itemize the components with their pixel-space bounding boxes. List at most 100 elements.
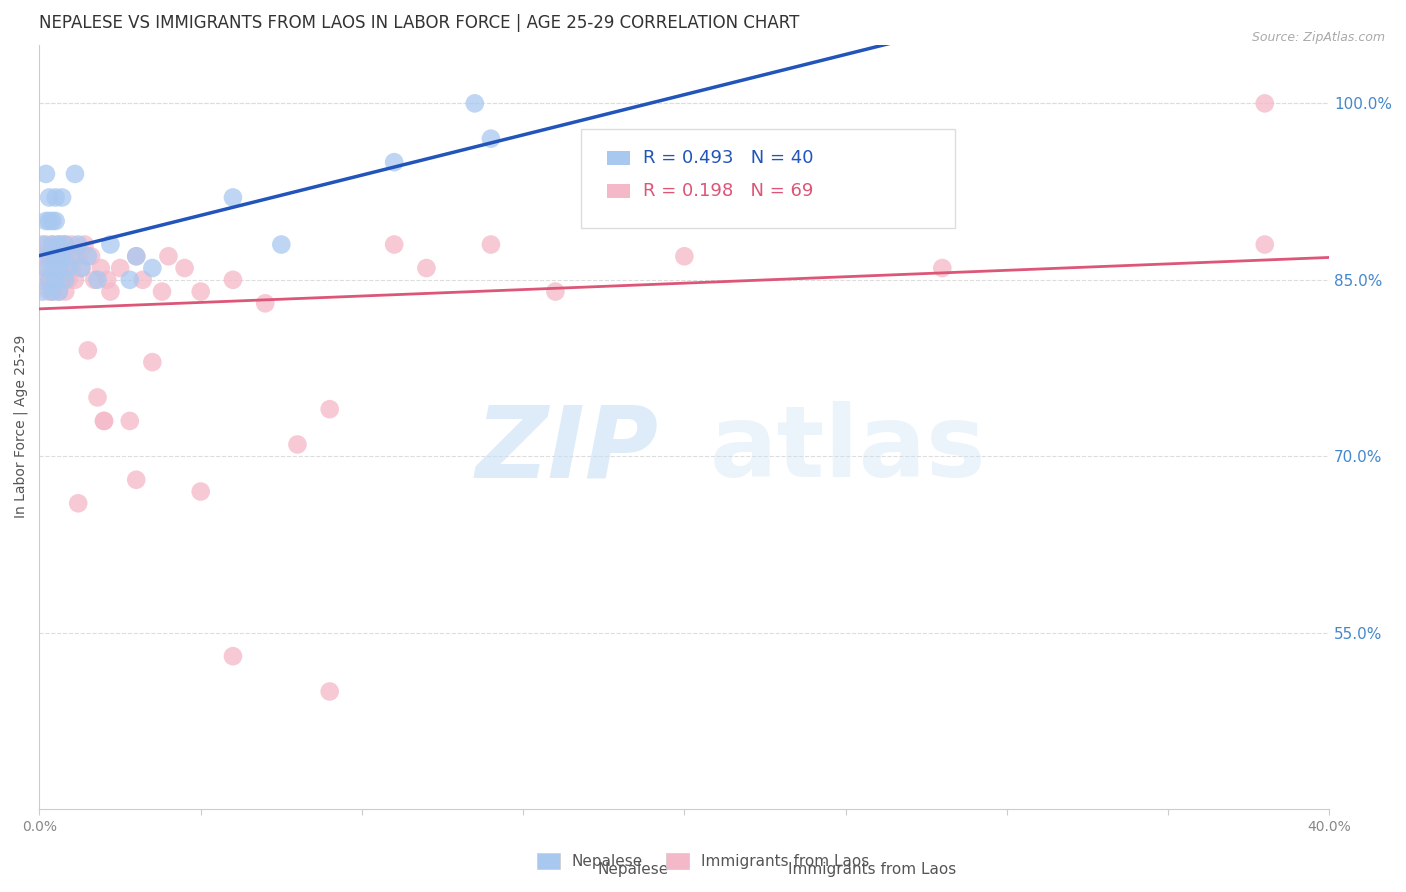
- Point: [90, 260, 112, 275]
- Point: [222, 190, 245, 204]
- Point: [1254, 237, 1277, 252]
- Point: [41, 273, 63, 287]
- Point: [931, 260, 953, 275]
- FancyBboxPatch shape: [607, 185, 630, 198]
- Point: [382, 237, 405, 252]
- Point: [45, 260, 67, 275]
- Point: [254, 296, 277, 310]
- Point: [157, 249, 180, 263]
- Point: [63, 249, 86, 263]
- Point: [41, 285, 63, 299]
- Point: [270, 237, 292, 252]
- Point: [190, 285, 212, 299]
- Point: [100, 285, 122, 299]
- Point: [96, 273, 118, 287]
- Point: [318, 684, 340, 698]
- Point: [38, 273, 60, 287]
- Point: [108, 260, 131, 275]
- Point: [63, 167, 86, 181]
- Point: [45, 249, 67, 263]
- Point: [287, 437, 309, 451]
- Point: [1254, 96, 1277, 111]
- Point: [48, 260, 70, 275]
- Point: [86, 273, 108, 287]
- Point: [415, 260, 437, 275]
- Point: [222, 273, 245, 287]
- Point: [67, 249, 90, 263]
- Point: [73, 237, 96, 252]
- Point: [125, 473, 148, 487]
- Point: [125, 249, 148, 263]
- Point: [53, 237, 76, 252]
- Point: [318, 402, 340, 417]
- Point: [141, 260, 163, 275]
- Point: [60, 237, 83, 252]
- Point: [131, 273, 153, 287]
- Point: [100, 237, 122, 252]
- Point: [673, 249, 696, 263]
- Point: [51, 249, 73, 263]
- Point: [48, 285, 70, 299]
- Point: [48, 249, 70, 263]
- Point: [222, 649, 245, 664]
- Point: [45, 190, 67, 204]
- Text: NEPALESE VS IMMIGRANTS FROM LAOS IN LABOR FORCE | AGE 25-29 CORRELATION CHART: NEPALESE VS IMMIGRANTS FROM LAOS IN LABO…: [39, 14, 800, 32]
- Point: [38, 190, 60, 204]
- Point: [479, 131, 502, 145]
- Point: [48, 237, 70, 252]
- Point: [45, 214, 67, 228]
- Point: [53, 237, 76, 252]
- Point: [41, 285, 63, 299]
- Point: [41, 260, 63, 275]
- Point: [48, 237, 70, 252]
- Y-axis label: In Labor Force | Age 25-29: In Labor Force | Age 25-29: [14, 335, 28, 518]
- Point: [53, 260, 76, 275]
- Point: [141, 355, 163, 369]
- Text: Source: ZipAtlas.com: Source: ZipAtlas.com: [1251, 31, 1385, 45]
- Text: atlas: atlas: [710, 401, 987, 499]
- Point: [48, 285, 70, 299]
- Point: [58, 273, 80, 287]
- Point: [118, 414, 141, 428]
- Point: [48, 260, 70, 275]
- Point: [479, 237, 502, 252]
- FancyBboxPatch shape: [581, 128, 955, 228]
- Point: [51, 273, 73, 287]
- Point: [76, 249, 98, 263]
- Point: [60, 249, 83, 263]
- Point: [35, 260, 58, 275]
- Point: [86, 391, 108, 405]
- Point: [53, 285, 76, 299]
- Text: ZIP: ZIP: [475, 401, 658, 499]
- Point: [38, 249, 60, 263]
- Text: Nepalese: Nepalese: [598, 863, 668, 877]
- Point: [83, 273, 105, 287]
- Point: [53, 273, 76, 287]
- Point: [38, 249, 60, 263]
- Point: [173, 260, 195, 275]
- FancyBboxPatch shape: [607, 151, 630, 165]
- Point: [464, 96, 486, 111]
- Point: [190, 484, 212, 499]
- Point: [125, 249, 148, 263]
- Text: R = 0.493   N = 40: R = 0.493 N = 40: [643, 149, 814, 167]
- Point: [93, 414, 115, 428]
- Point: [58, 249, 80, 263]
- Point: [35, 214, 58, 228]
- Text: Immigrants from Laos: Immigrants from Laos: [787, 863, 956, 877]
- Legend: Nepalese, Immigrants from Laos: Nepalese, Immigrants from Laos: [530, 847, 876, 875]
- Point: [45, 273, 67, 287]
- Point: [35, 237, 58, 252]
- Point: [38, 214, 60, 228]
- Point: [70, 260, 93, 275]
- Point: [58, 260, 80, 275]
- Point: [63, 273, 86, 287]
- Point: [67, 237, 90, 252]
- Point: [80, 249, 103, 263]
- Point: [31, 237, 53, 252]
- Point: [67, 496, 90, 510]
- Point: [60, 260, 83, 275]
- Point: [93, 414, 115, 428]
- Point: [150, 285, 173, 299]
- Point: [45, 273, 67, 287]
